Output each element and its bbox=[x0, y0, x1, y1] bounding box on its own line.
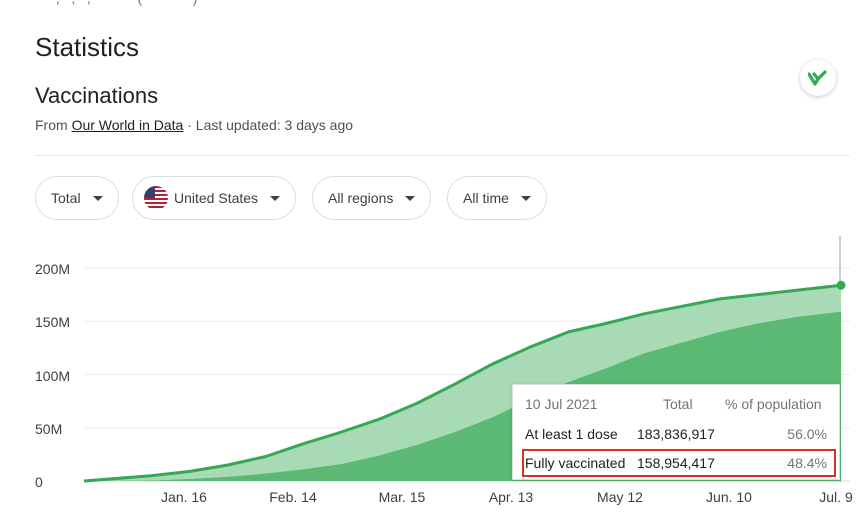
tooltip-row-percent: 48.4% bbox=[787, 455, 827, 471]
tooltip-date: 10 Jul 2021 bbox=[525, 396, 598, 412]
us-flag-icon bbox=[144, 186, 168, 210]
region-filter-chip[interactable]: All regions bbox=[312, 176, 432, 220]
x-tick-label: Jan. 16 bbox=[161, 489, 207, 505]
tooltip-row-fully-vaccinated: Fully vaccinated 158,954,417 48.4% bbox=[513, 451, 839, 475]
tooltip-total-header: Total bbox=[663, 396, 693, 412]
tooltip-row-first-dose: At least 1 dose 183,836,917 56.0% bbox=[513, 422, 839, 446]
dropdown-arrow-icon bbox=[92, 195, 103, 201]
y-tick-label: 0 bbox=[35, 474, 43, 490]
chart-tooltip: 10 Jul 2021 Total % of population At lea… bbox=[512, 384, 840, 480]
highlight-box bbox=[522, 449, 836, 477]
x-tick-label: Mar. 15 bbox=[378, 489, 426, 505]
x-tick-label: Jul. 9 bbox=[819, 489, 853, 505]
first-dose-line bbox=[83, 283, 842, 483]
metric-filter-label: Total bbox=[51, 190, 81, 206]
x-tick-label: Apr. 13 bbox=[488, 489, 534, 505]
country-filter-label: United States bbox=[174, 190, 259, 206]
source-prefix: From bbox=[35, 117, 72, 133]
x-tick-label: Jun. 10 bbox=[706, 489, 752, 505]
y-tick-label: 50M bbox=[35, 421, 63, 437]
brand-logo-icon[interactable] bbox=[800, 60, 836, 96]
divider bbox=[35, 155, 850, 156]
time-range-filter-label: All time bbox=[463, 190, 509, 206]
tooltip-row-total: 183,836,917 bbox=[637, 426, 715, 442]
dropdown-arrow-icon bbox=[270, 195, 281, 201]
first-dose-area bbox=[84, 285, 841, 481]
y-tick-label: 100M bbox=[35, 368, 71, 384]
tooltip-row-label: Fully vaccinated bbox=[525, 455, 626, 471]
tooltip-row-percent: 56.0% bbox=[787, 426, 827, 442]
truncated-header-text: — , , , ( ) bbox=[34, 0, 197, 6]
y-tick-label: 200M bbox=[35, 261, 71, 277]
x-tick-label: Feb. 14 bbox=[269, 489, 317, 505]
dropdown-arrow-icon bbox=[405, 195, 416, 201]
region-filter-label: All regions bbox=[328, 190, 394, 206]
series-end-marker bbox=[836, 280, 846, 290]
metric-filter-chip[interactable]: Total bbox=[35, 176, 119, 220]
tooltip-row-total: 158,954,417 bbox=[637, 455, 715, 471]
y-tick-label: 150M bbox=[35, 314, 71, 330]
country-filter-chip[interactable]: United States bbox=[132, 176, 297, 220]
time-range-filter-chip[interactable]: All time bbox=[447, 176, 547, 220]
last-updated: · Last updated: 3 days ago bbox=[183, 117, 354, 133]
source-line: From Our World in Data · Last updated: 3… bbox=[35, 117, 353, 133]
x-tick-label: May 12 bbox=[597, 489, 643, 505]
vaccinations-heading: Vaccinations bbox=[35, 83, 159, 108]
dropdown-arrow-icon bbox=[520, 195, 531, 201]
source-link[interactable]: Our World in Data bbox=[71, 117, 184, 133]
tooltip-row-label: At least 1 dose bbox=[525, 426, 618, 442]
tooltip-percent-header: % of population bbox=[725, 396, 822, 412]
statistics-title: Statistics bbox=[35, 32, 140, 62]
